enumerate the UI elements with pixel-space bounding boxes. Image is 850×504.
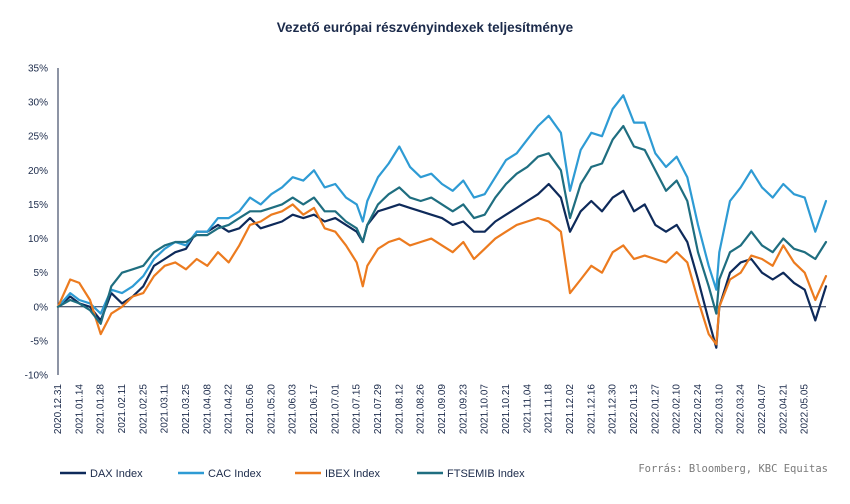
x-tick-label: 2021.10.21 (501, 384, 512, 434)
x-tick-label: 2021.07.29 (373, 384, 384, 434)
series-line-ftsemib-index (56, 124, 828, 325)
x-tick-label: 2022.02.24 (693, 384, 704, 434)
y-tick-label: 35% (28, 64, 48, 75)
series-lines (56, 94, 828, 349)
legend-label: IBEX Index (325, 468, 381, 480)
x-tick-label: 2021.07.15 (352, 384, 363, 434)
y-tick-label: -10% (25, 371, 48, 382)
x-tick-label: 2022.05.05 (800, 384, 811, 434)
y-axis-tick-labels: -10% -5% 0% 5% 10% 15% 20% 25% 30% 35% (25, 64, 48, 382)
x-tick-label: 2021.03.25 (181, 384, 192, 434)
source-note: Forrás: Bloomberg, KBC Equitas (638, 463, 828, 475)
x-tick-label: 2021.01.14 (74, 384, 85, 434)
y-tick-label: 5% (34, 268, 49, 279)
x-tick-label: 2020.12.31 (53, 384, 64, 434)
series-line-dax-index (56, 182, 828, 349)
y-tick-label: 30% (28, 98, 48, 109)
x-tick-label: 2021.06.03 (288, 384, 299, 434)
x-tick-label: 2021.12.30 (608, 384, 619, 434)
x-tick-label: 2021.12.16 (586, 384, 597, 434)
legend: DAX Index CAC Index IBEX Index FTSEMIB Inde… (60, 468, 525, 480)
x-tick-label: 2022.01.13 (629, 384, 640, 434)
x-tick-label: 2021.06.17 (309, 384, 320, 434)
y-tick-label: 10% (28, 234, 48, 245)
x-tick-label: 2021.09.23 (458, 384, 469, 434)
legend-label: CAC Index (208, 468, 262, 480)
x-tick-label: 2021.07.01 (330, 384, 341, 434)
x-tick-label: 2021.02.11 (117, 384, 128, 434)
x-tick-label: 2022.04.07 (757, 384, 768, 434)
y-tick-label: -5% (30, 336, 48, 347)
y-tick-label: 15% (28, 200, 48, 211)
y-tick-label: 20% (28, 166, 48, 177)
legend-label: DAX Index (90, 468, 143, 480)
series-line-ibex-index (56, 203, 828, 346)
x-tick-label: 2022.02.10 (672, 384, 683, 434)
x-tick-label: 2021.09.09 (437, 384, 448, 434)
x-tick-label: 2022.03.10 (714, 384, 725, 434)
x-tick-label: 2021.02.25 (138, 384, 149, 434)
y-tick-label: 25% (28, 132, 48, 143)
x-tick-label: 2021.04.08 (202, 384, 213, 434)
x-tick-label: 2021.11.04 (522, 384, 533, 434)
y-tick-label: 0% (34, 302, 49, 313)
x-tick-label: 2021.01.28 (96, 384, 107, 434)
x-tick-label: 2021.04.22 (224, 384, 235, 434)
x-tick-label: 2021.10.07 (480, 384, 491, 434)
chart-title: Vezető európai részvényindexek teljesítm… (276, 20, 574, 35)
x-tick-label: 2022.04.21 (778, 384, 789, 434)
x-tick-label: 2021.12.02 (565, 384, 576, 434)
legend-label: FTSEMIB Index (447, 468, 525, 480)
x-tick-label: 2022.03.24 (736, 384, 747, 434)
x-tick-label: 2021.03.11 (160, 384, 171, 434)
x-tick-label: 2021.05.06 (245, 384, 256, 434)
x-tick-label: 2022.01.27 (650, 384, 661, 434)
x-axis-tick-labels: 2020.12.31 2021.01.14 2021.01.28 2021.02.11… (53, 384, 811, 434)
x-tick-label: 2021.11.18 (544, 384, 555, 434)
x-tick-label: 2021.08.26 (416, 384, 427, 434)
x-tick-label: 2021.05.20 (266, 384, 277, 434)
x-tick-label: 2021.08.12 (394, 384, 405, 434)
